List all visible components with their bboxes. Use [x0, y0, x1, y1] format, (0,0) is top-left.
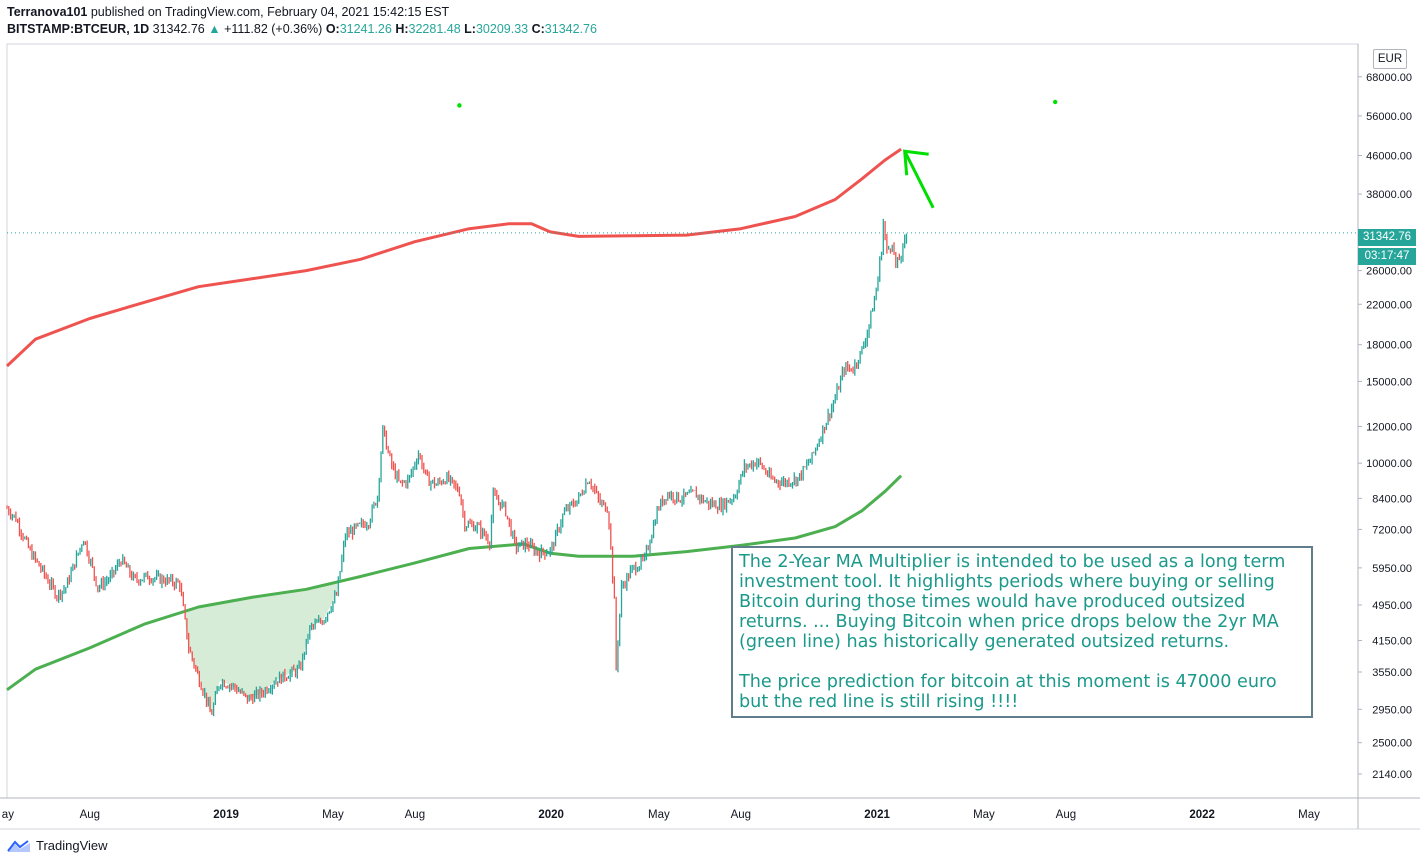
y-tick-label: 8400.00 — [1372, 493, 1412, 505]
y-tick-label: 5950.00 — [1372, 563, 1412, 575]
last-price-tag: 31342.76 — [1358, 229, 1416, 246]
high-value: 32281.48 — [408, 22, 461, 36]
x-tick-label: May — [973, 809, 995, 821]
x-tick-label: May — [648, 809, 670, 821]
up-arrow-icon: ▲ — [208, 22, 221, 36]
x-tick-label: 2020 — [538, 809, 564, 821]
low-value: 30209.33 — [475, 22, 529, 36]
annotation-textbox[interactable]: The 2-Year MA Multiplier is intended to … — [731, 546, 1313, 718]
y-tick-label: 3550.00 — [1372, 667, 1412, 679]
y-tick-label: 46000.00 — [1366, 151, 1412, 163]
x-tick-label: 2019 — [213, 809, 239, 821]
published-text: published on TradingView.com, February 0… — [90, 5, 450, 19]
high-label: H: — [395, 22, 409, 36]
below-ma-shaded-area — [185, 581, 338, 713]
x-tick-label: 2022 — [1189, 809, 1215, 821]
y-tick-label: 56000.00 — [1366, 111, 1412, 123]
currency-badge[interactable]: EUR — [1373, 49, 1407, 69]
y-tick-label: 15000.00 — [1366, 376, 1412, 388]
y-tick-label: 26000.00 — [1366, 266, 1412, 278]
annotation-arrow — [903, 150, 935, 209]
y-tick-label: 38000.00 — [1366, 189, 1412, 201]
close-label: C: — [531, 22, 545, 36]
y-tick-label: 12000.00 — [1366, 421, 1412, 433]
marker-dot — [1053, 99, 1058, 105]
publisher-name: Terranova101 — [7, 5, 88, 19]
y-tick-label: 18000.00 — [1366, 340, 1412, 352]
y-tick-label: 4150.00 — [1372, 636, 1412, 648]
y-tick-label: 10000.00 — [1366, 458, 1412, 470]
open-label: O: — [325, 22, 340, 36]
y-tick-label: 2140.00 — [1372, 769, 1412, 781]
change-value: +111.82 (+0.36%) — [224, 22, 323, 36]
open-value: 31241.26 — [339, 22, 392, 36]
ma-red-line — [5, 147, 902, 368]
last-price: 31342.76 — [152, 22, 205, 36]
y-tick-label: 2500.00 — [1372, 738, 1412, 750]
y-tick-label: 2950.00 — [1372, 704, 1412, 716]
x-tick-label: 2021 — [864, 809, 890, 821]
y-tick-label: 68000.00 — [1366, 72, 1412, 84]
symbol-label: BITSTAMP:BTCEUR, 1D — [7, 22, 150, 36]
x-tick-label: May — [322, 809, 344, 821]
close-value: 31342.76 — [544, 22, 597, 36]
publish-line: Terranova101 published on TradingView.co… — [7, 5, 449, 19]
low-label: L: — [464, 22, 476, 36]
bar-countdown-tag: 03:17:47 — [1358, 248, 1416, 265]
x-tick-label: May — [1298, 809, 1320, 821]
y-tick-label: 4950.00 — [1372, 600, 1412, 612]
ohlc-line: BITSTAMP:BTCEUR, 1D 31342.76 ▲ +111.82 (… — [7, 22, 597, 36]
x-tick-label: Aug — [1056, 809, 1076, 821]
x-tick-label: Aug — [731, 809, 751, 821]
tradingview-logo[interactable]: TradingView — [6, 838, 108, 853]
tradingview-logo-text: TradingView — [36, 838, 108, 853]
tradingview-logo-icon — [7, 839, 30, 852]
annotation-arrowhead — [903, 149, 929, 176]
x-tick-label: Aug — [405, 809, 425, 821]
x-tick-label: Aug — [80, 809, 100, 821]
x-tick-label: ay — [2, 809, 14, 821]
y-tick-label: 7200.00 — [1372, 524, 1412, 536]
marker-dot — [457, 103, 462, 108]
y-tick-label: 22000.00 — [1366, 299, 1412, 311]
